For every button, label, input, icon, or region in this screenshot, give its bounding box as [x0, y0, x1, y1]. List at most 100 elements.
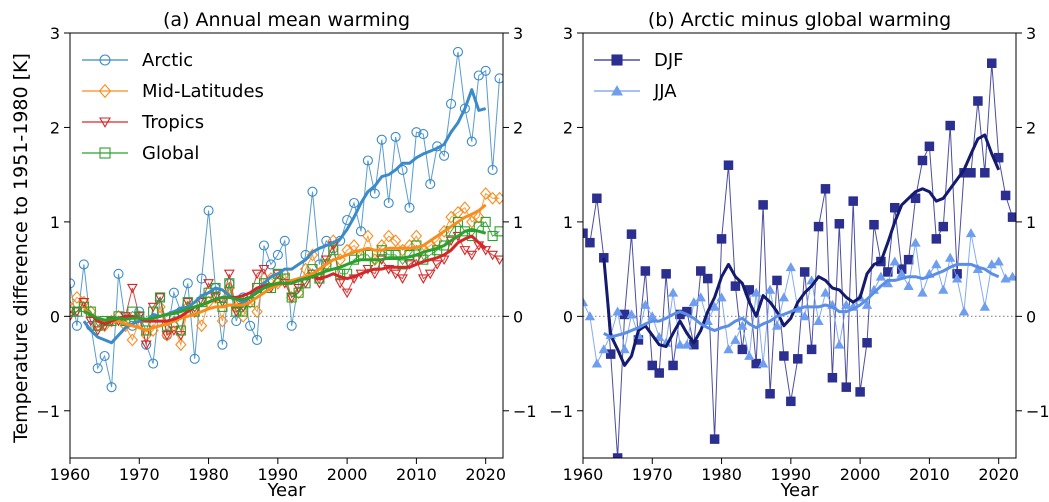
panel-a-tropics-point [341, 288, 353, 299]
panel-b-jja-point [910, 237, 921, 247]
panel-a-arctic-point [376, 134, 387, 145]
panel-a-legend: Arctic Mid-Latitudes Tropics Global [82, 50, 264, 164]
panel-a-y-tick-label-left: 2 [50, 118, 60, 137]
panel-a-mid-latitudes-point [251, 305, 263, 319]
panel-b-djf-point [987, 58, 997, 68]
panel-a-arctic-point [494, 73, 503, 84]
panel-b-jja-point [778, 292, 790, 302]
panel-b-y-tick-label-left: −1 [549, 402, 573, 421]
panel-b-jja-point [695, 292, 706, 302]
panel-b-x-tick-label: 1960 [563, 465, 604, 484]
panel-a-arctic-point [473, 70, 484, 81]
panel-a-arctic-point [252, 334, 263, 345]
panel-a-arctic-point [390, 131, 401, 142]
panel-a-mid-latitudes-point [175, 338, 187, 352]
panel-a-data [70, 46, 503, 393]
panel-a-group: (a) Annual mean warming 1960 1970 1980 1990 2… [36, 9, 536, 501]
panel-b-y-tick-label-right: 2 [1026, 118, 1036, 137]
panel-a-arctic-point [92, 363, 103, 374]
panel-a-arctic-point [459, 103, 470, 114]
panel-a-global-point [480, 216, 491, 227]
panel-a-tropics-point [140, 340, 152, 351]
panel-b-djf-point [640, 266, 651, 276]
panel-b-djf-point [924, 141, 935, 152]
panel-a-global-point [231, 306, 242, 317]
shared-y-axis-label: Temperature difference to 1951-1980 [K] [10, 53, 32, 444]
panel-b-djf-point [855, 387, 865, 397]
panel-a-mid-latitudes-point [473, 210, 485, 224]
panel-a-tropics-point [348, 274, 360, 284]
panel-b-djf-point [793, 354, 803, 364]
panel-b-legend: DJF JJA [594, 50, 684, 102]
panel-a-arctic-point [258, 240, 270, 251]
panel-b-x-tick-label: 1990 [770, 465, 811, 484]
panel-a-tropics-point [383, 264, 395, 275]
panel-a-legend-tropics-marker [99, 117, 111, 128]
panel-a-global-point [439, 240, 450, 251]
panel-a-x-tick-label: 1970 [119, 465, 160, 484]
panel-b-jja-point [986, 259, 997, 269]
panel-b-djf-point [779, 351, 789, 361]
panel-a-tropics-point [223, 269, 235, 280]
panel-b-legend-djf-marker [611, 54, 623, 66]
panel-a-arctic-point [70, 278, 76, 289]
panel-b-jja-point [591, 358, 603, 368]
panel-a-tropics-point [182, 298, 194, 308]
panel-b-legend-djf-label: DJF [654, 50, 684, 71]
panel-b-jja-point [626, 309, 637, 319]
panel-b-jja-smoothed-line [603, 262, 1000, 339]
panel-a-mid-latitudes-point [299, 262, 312, 276]
panel-a-arctic-point [196, 273, 207, 284]
panel-a-tropics-point [390, 269, 402, 280]
panel-a-global-point [494, 226, 503, 237]
panel-b-jja-point [903, 281, 914, 291]
panel-b-jja-point [834, 339, 845, 349]
panel-b-jja-point [917, 287, 928, 297]
panel-a-mid-latitudes-point [389, 234, 402, 248]
panel-a-global-point [383, 249, 394, 260]
panel-a-y-tick-label-right: 2 [513, 118, 523, 137]
panel-b-djf-point [966, 168, 976, 178]
panel-a-x-tick-label: 2010 [396, 465, 437, 484]
panel-b-djf-point [592, 193, 602, 204]
panel-a-mid-latitudes-point [466, 215, 478, 229]
panel-a-arctic-point [355, 226, 367, 237]
panel-b-djf-point [813, 221, 824, 232]
panel-b-jja-point [737, 320, 748, 330]
panel-b-jja-point [861, 299, 873, 309]
panel-b-djf-point [786, 396, 796, 407]
panel-a-tropics-point [154, 293, 166, 303]
panel-b-djf-point [799, 267, 810, 277]
panel-b-x-tick-label: 2000 [840, 465, 881, 484]
panel-b-jja-point [771, 320, 783, 330]
panel-a-arctic-point [404, 202, 415, 213]
panel-b-djf-point [1007, 212, 1016, 222]
panel-b-x-tick-label: 1980 [701, 465, 742, 484]
panel-b-jja-point [688, 297, 699, 307]
panel-b-djf-point [661, 269, 671, 279]
panel-b-jja-point [744, 350, 755, 360]
panel-b-djf-point [765, 389, 775, 399]
panel-b-djf-point [862, 338, 872, 348]
panel-a-arctic-point [106, 382, 117, 393]
panel-a-y-tick-label-left: 1 [50, 213, 60, 232]
panel-a-arctic-point [397, 164, 408, 175]
panel-a-arctic-point [148, 358, 159, 369]
panel-b-jja-point [965, 228, 977, 238]
panel-b-djf-point [702, 273, 713, 284]
panel-a-x-axis-label: Year [266, 480, 306, 498]
panel-b-djf-point [917, 155, 928, 166]
panel-b-djf-point [1000, 190, 1011, 201]
panel-a-mid-latitudes-point [383, 229, 395, 243]
panel-a-arctic-point [411, 127, 422, 138]
panel-a-arctic-point [99, 350, 110, 362]
panel-a-arctic-point [452, 46, 464, 57]
panel-a-global-point [390, 249, 401, 260]
panel-a-y-tick-label-right: 3 [513, 24, 523, 43]
panel-b-legend-jja-marker [611, 85, 623, 96]
panel-a-arctic-point [348, 197, 360, 209]
panel-a-tropics-point [424, 269, 436, 280]
panel-b-jja-point [841, 299, 852, 309]
panel-a-x-tick-label: 2000 [327, 465, 368, 484]
